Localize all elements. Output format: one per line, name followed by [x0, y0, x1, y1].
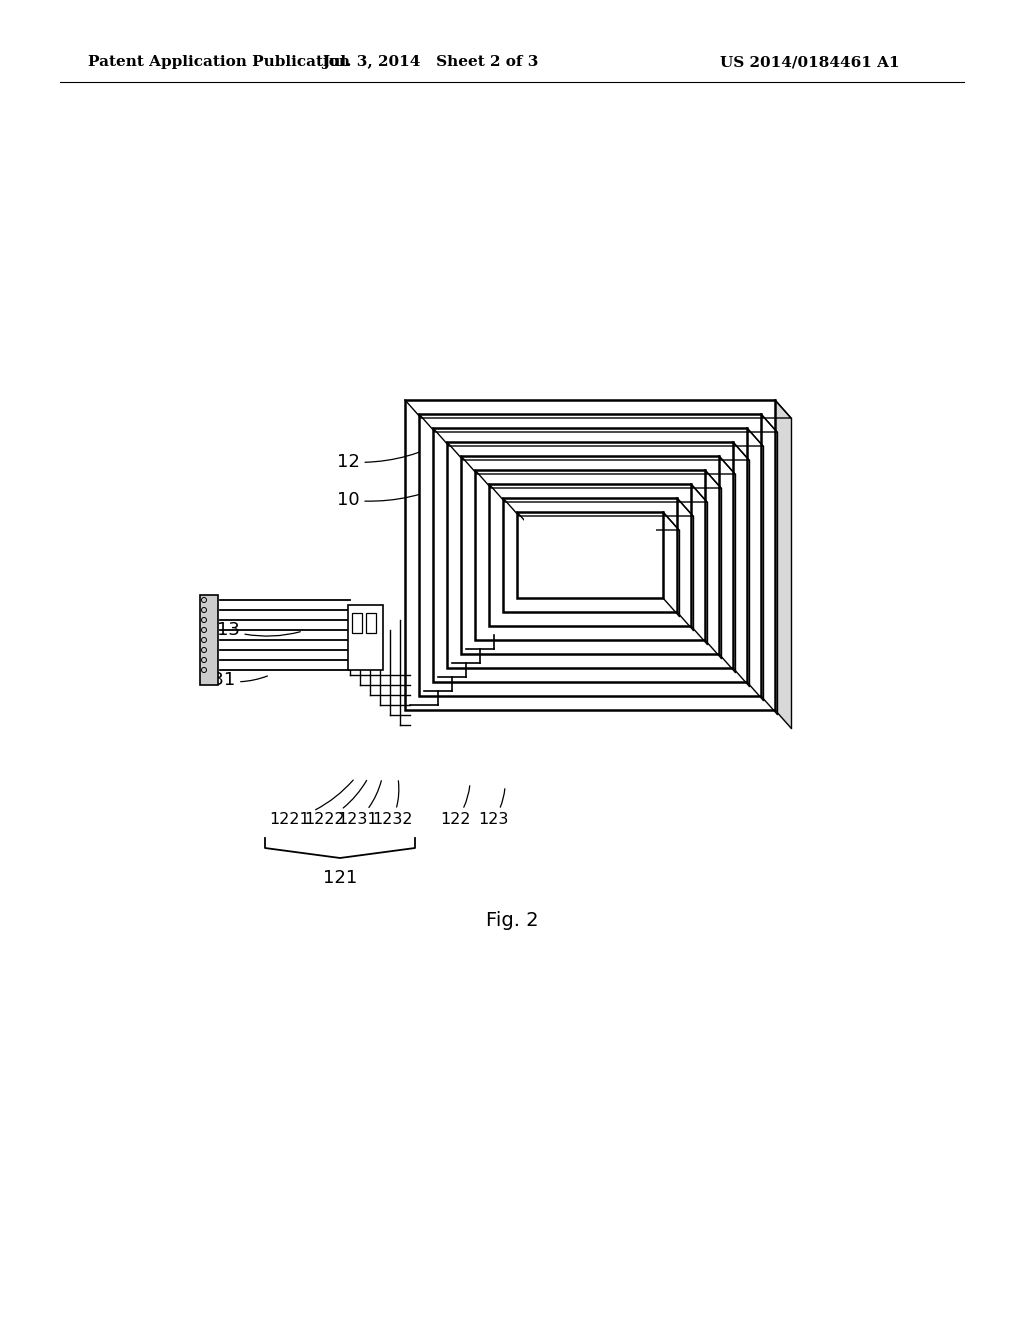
Bar: [461, 455, 719, 653]
Bar: [200, 595, 218, 685]
Bar: [406, 400, 775, 710]
Bar: [517, 512, 663, 598]
Text: 13: 13: [216, 620, 300, 639]
Text: 131: 131: [201, 671, 267, 689]
Bar: [348, 605, 383, 671]
Text: 10: 10: [337, 482, 454, 510]
Polygon shape: [775, 400, 791, 729]
Text: 1221: 1221: [269, 780, 353, 828]
Text: 123: 123: [478, 789, 508, 828]
Bar: [366, 612, 376, 634]
Bar: [489, 484, 691, 626]
Bar: [475, 470, 705, 640]
Bar: [489, 484, 691, 626]
Text: Patent Application Publication: Patent Application Publication: [88, 55, 350, 69]
Bar: [475, 470, 705, 640]
Bar: [447, 442, 733, 668]
Text: 122: 122: [440, 785, 471, 828]
Bar: [503, 498, 677, 612]
Bar: [419, 414, 761, 696]
Text: 1222: 1222: [305, 780, 367, 828]
Bar: [352, 612, 362, 634]
Bar: [461, 455, 719, 653]
Text: 1231: 1231: [338, 780, 381, 828]
Bar: [503, 498, 677, 612]
Text: 1232: 1232: [372, 780, 413, 828]
Bar: [406, 400, 775, 710]
Bar: [433, 428, 746, 682]
Text: 12: 12: [337, 440, 447, 471]
Bar: [447, 442, 733, 668]
Text: US 2014/0184461 A1: US 2014/0184461 A1: [720, 55, 900, 69]
Bar: [524, 519, 656, 591]
Bar: [517, 512, 663, 598]
Polygon shape: [406, 400, 791, 418]
Bar: [433, 428, 746, 682]
Text: Fig. 2: Fig. 2: [485, 911, 539, 929]
Text: 121: 121: [323, 869, 357, 887]
Text: Jul. 3, 2014   Sheet 2 of 3: Jul. 3, 2014 Sheet 2 of 3: [322, 55, 539, 69]
Bar: [419, 414, 761, 696]
